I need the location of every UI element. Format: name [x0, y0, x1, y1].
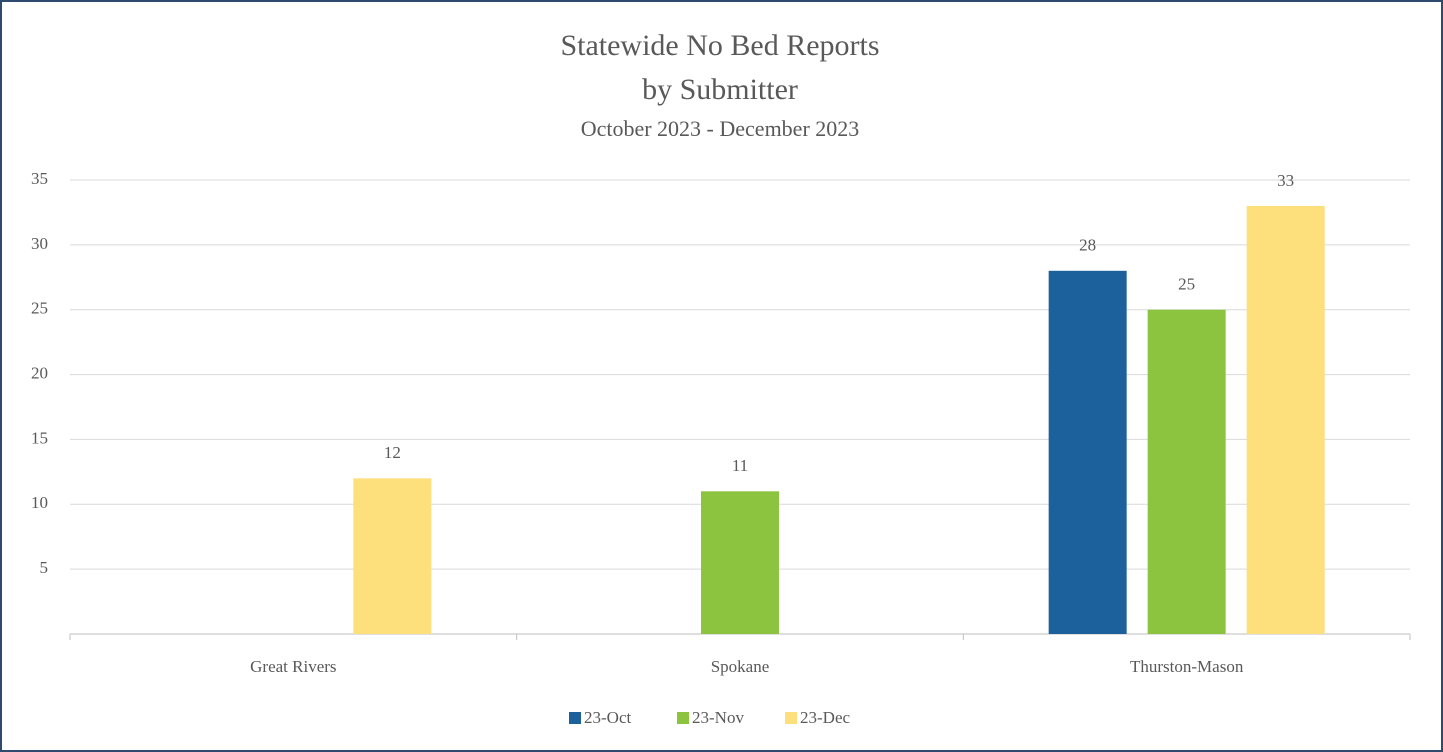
legend-swatch: [677, 712, 689, 724]
y-tick-label: 25: [31, 299, 48, 318]
y-tick-label: 20: [31, 363, 48, 382]
legend-swatch: [785, 712, 797, 724]
legend-swatch: [569, 712, 581, 724]
y-tick-label: 35: [31, 169, 48, 188]
bar: [353, 478, 432, 634]
bar: [1048, 270, 1127, 634]
y-tick-label: 30: [31, 234, 48, 253]
legend-label: 23-Dec: [800, 708, 850, 727]
chart-title: Statewide No Bed Reports: [560, 29, 879, 62]
data-label: 12: [384, 443, 401, 462]
x-tick-label: Spokane: [711, 657, 770, 676]
x-tick-label: Thurston-Mason: [1130, 657, 1244, 676]
chart-title: by Submitter: [642, 73, 798, 106]
legend-label: 23-Nov: [692, 708, 744, 727]
bar: [1246, 205, 1325, 634]
bar: [1147, 309, 1226, 634]
y-tick-label: 10: [31, 493, 48, 512]
x-tick-label: Great Rivers: [250, 657, 336, 676]
chart-subtitle: October 2023 - December 2023: [581, 116, 860, 141]
y-tick-label: 5: [40, 558, 49, 577]
data-label: 25: [1178, 275, 1195, 294]
legend-label: 23-Oct: [584, 708, 631, 727]
bar: [701, 491, 779, 634]
data-label: 33: [1277, 171, 1294, 190]
y-tick-label: 15: [31, 428, 48, 447]
data-label: 28: [1079, 236, 1096, 255]
data-label: 11: [732, 456, 748, 475]
